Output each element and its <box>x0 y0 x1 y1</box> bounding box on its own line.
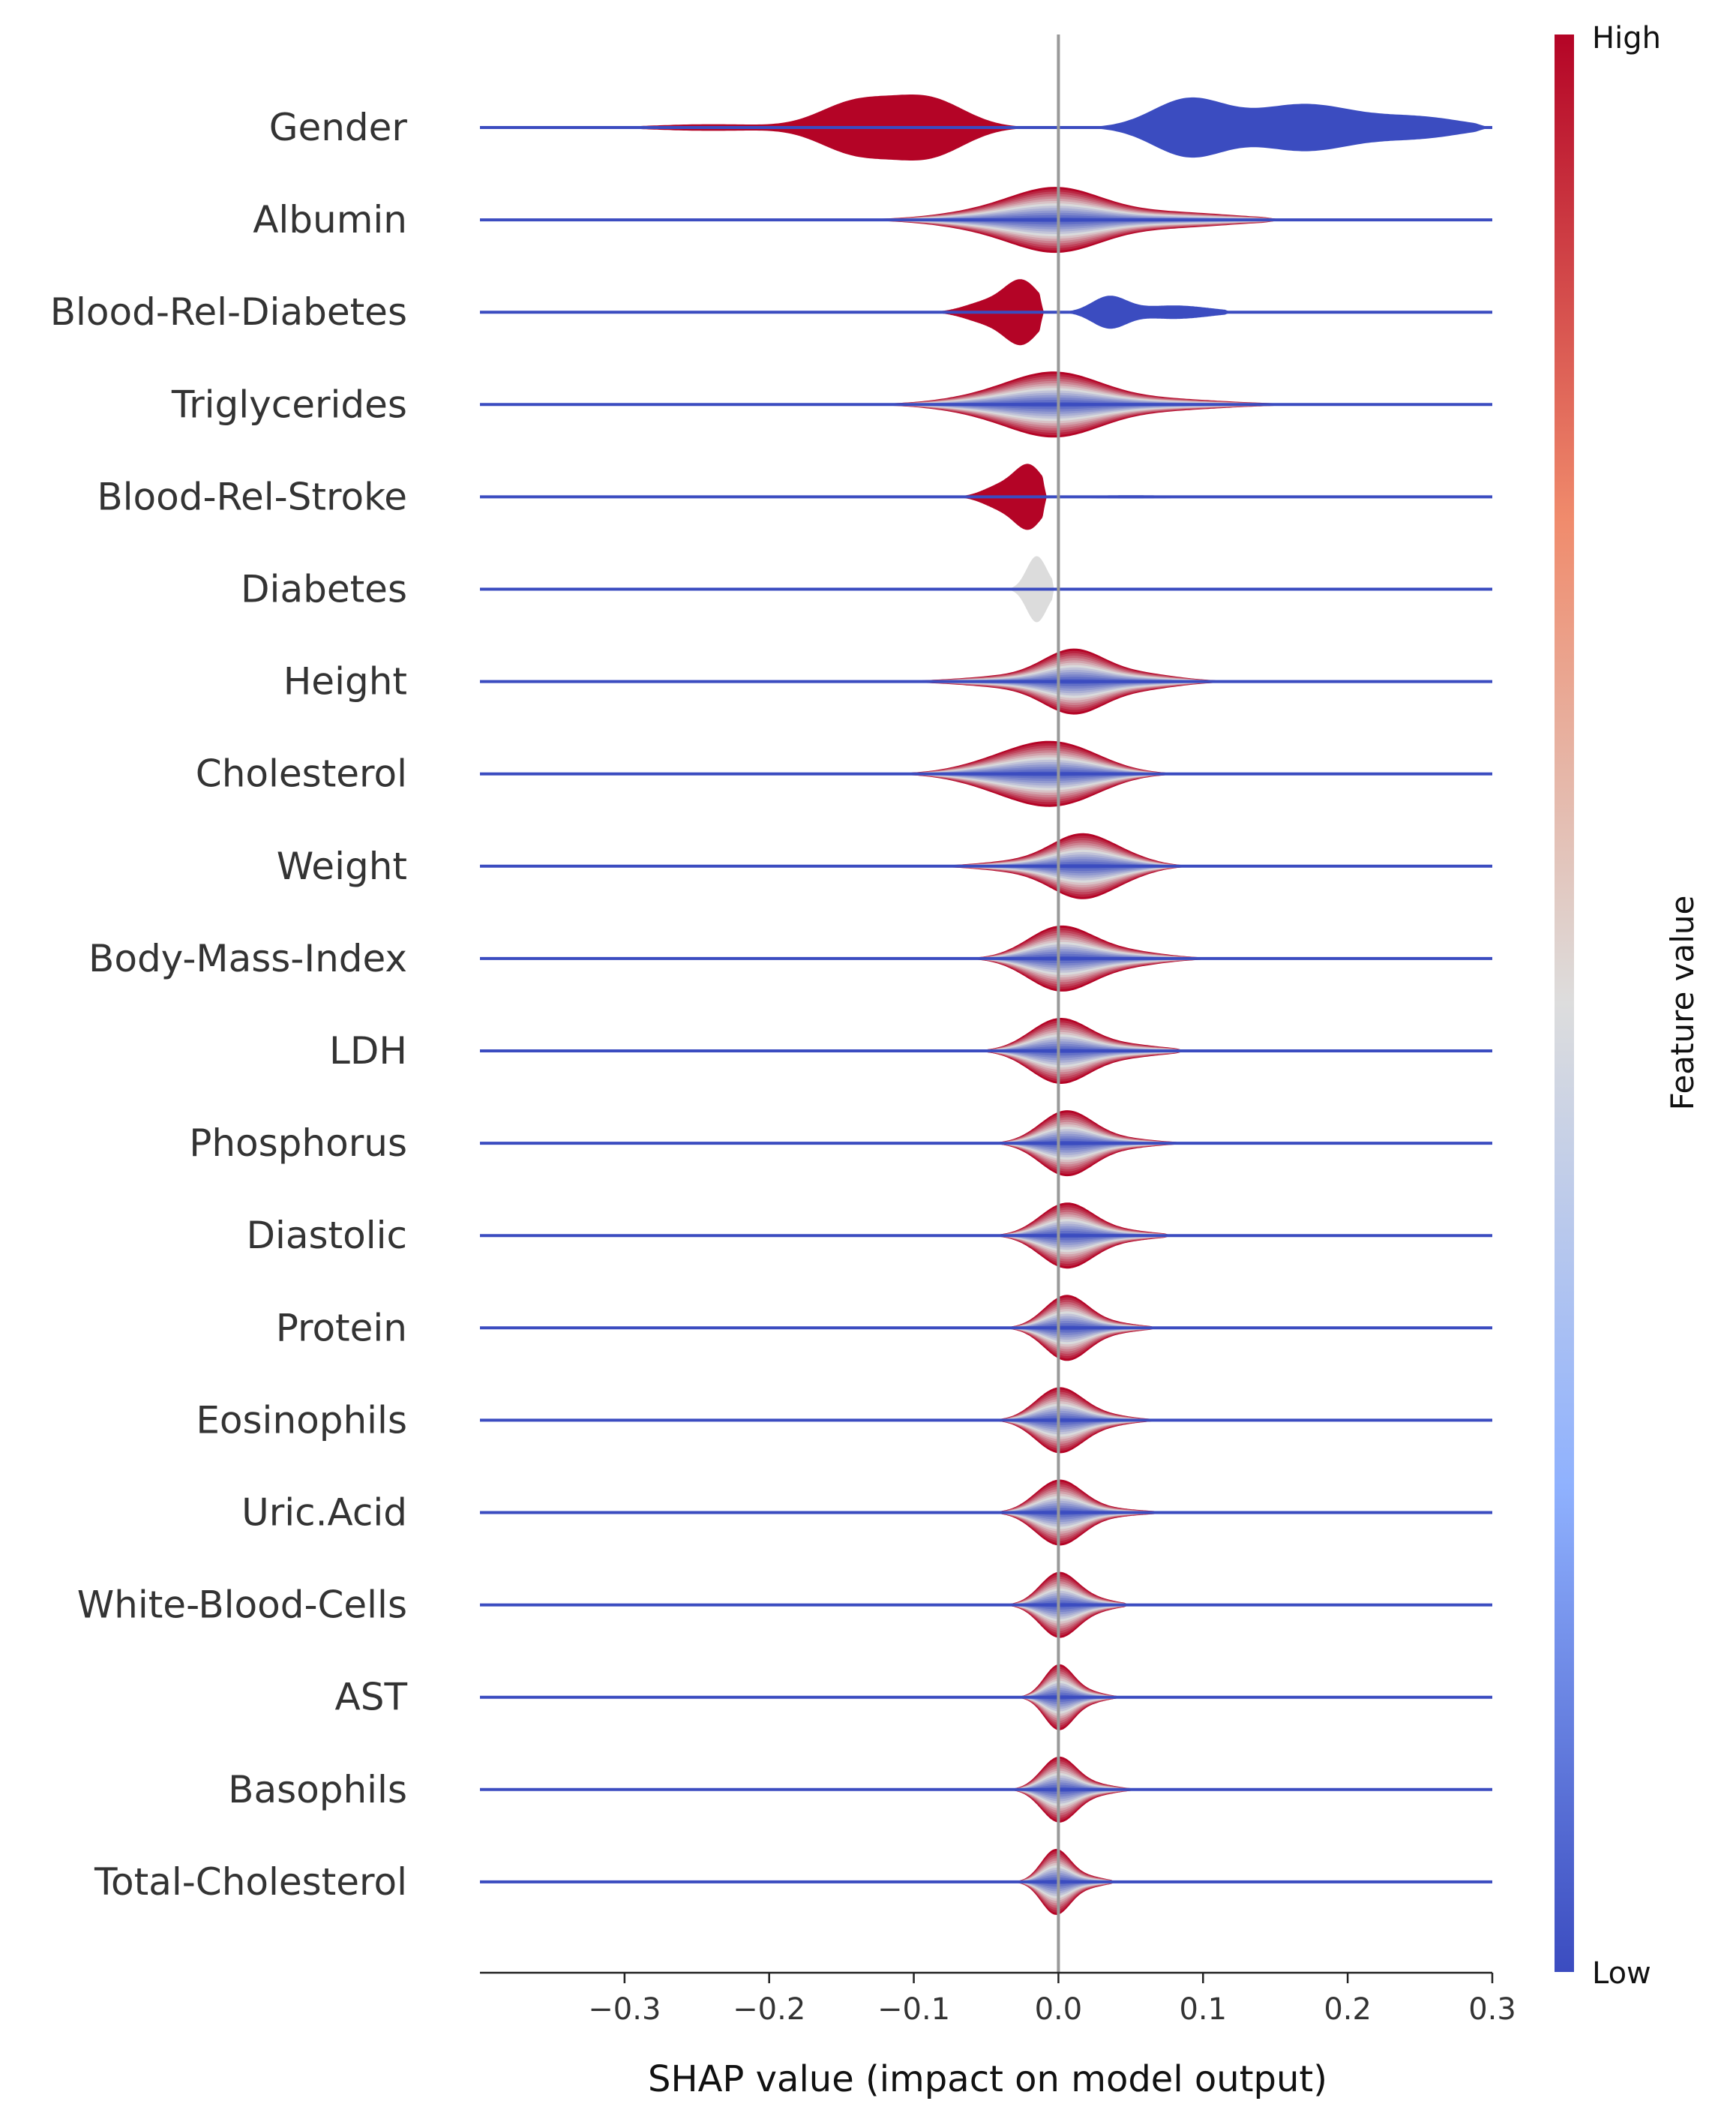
violin-eosinophils <box>480 1387 1492 1454</box>
feature-label: Basophils <box>228 1768 407 1811</box>
feature-label: AST <box>335 1676 408 1719</box>
x-tick-label: 0.1 <box>1179 1992 1227 2027</box>
feature-label: Uric.Acid <box>241 1491 407 1535</box>
colorbar-high-label: High <box>1592 21 1661 56</box>
violin-ast <box>480 1664 1492 1730</box>
violin-blood-rel-stroke <box>480 464 1492 530</box>
violin-basophils <box>480 1756 1492 1823</box>
violin-group <box>480 95 1492 1915</box>
violin-protein <box>480 1295 1492 1361</box>
x-tick-label: 0.2 <box>1324 1992 1372 2027</box>
violin-cholesterol <box>480 740 1492 807</box>
feature-label: Protein <box>276 1306 407 1349</box>
violin-diabetes <box>480 556 1492 623</box>
violin-blood-rel-diabetes <box>480 279 1492 346</box>
violin-uric-acid <box>480 1479 1492 1546</box>
feature-label: Blood-Rel-Diabetes <box>50 290 407 334</box>
violin-white-blood-cells <box>480 1571 1492 1638</box>
feature-label: Phosphorus <box>189 1121 407 1165</box>
x-tick-label: 0.3 <box>1468 1992 1516 2027</box>
x-axis: −0.3 −0.2 −0.1 0.0 0.1 0.2 0.3 <box>480 1971 1516 2027</box>
violin-ldh <box>480 1018 1492 1084</box>
x-tick-label: −0.2 <box>733 1992 805 2027</box>
colorbar-low-label: Low <box>1592 1956 1651 1991</box>
feature-label: Weight <box>277 845 407 888</box>
feature-labels: Gender Albumin Blood-Rel-Diabetes Triglycer… <box>50 106 408 1904</box>
x-tick-label: −0.1 <box>877 1992 950 2027</box>
x-tick-label: 0.0 <box>1035 1992 1083 2027</box>
feature-label: White-Blood-Cells <box>77 1583 407 1627</box>
violin-diastolic <box>480 1202 1492 1269</box>
feature-label: Albumin <box>253 198 407 242</box>
colorbar-title: Feature value <box>1664 896 1701 1111</box>
feature-label: Diastolic <box>246 1214 407 1257</box>
violin-gender <box>480 95 1492 161</box>
x-axis-label: SHAP value (impact on model output) <box>648 2058 1327 2100</box>
feature-label: Body-Mass-Index <box>88 937 407 980</box>
feature-label: Height <box>283 660 407 704</box>
x-tick-label: −0.3 <box>588 1992 661 2027</box>
feature-label: Blood-Rel-Stroke <box>97 475 407 518</box>
colorbar: High Low Feature value <box>1555 21 1701 1991</box>
feature-label: Eosinophils <box>196 1398 407 1442</box>
feature-label: Gender <box>269 106 408 149</box>
violin-phosphorus <box>480 1110 1492 1177</box>
violin-triglycerides <box>480 371 1492 438</box>
colorbar-gradient <box>1555 35 1574 1972</box>
violin-body-mass-index <box>480 925 1492 992</box>
feature-label: Total-Cholesterol <box>94 1860 407 1904</box>
violin-total-cholesterol <box>480 1848 1492 1915</box>
feature-label: Triglycerides <box>171 383 407 426</box>
feature-label: Cholesterol <box>196 752 407 796</box>
violin-albumin <box>480 187 1492 254</box>
violin-height <box>480 648 1492 715</box>
feature-label: Diabetes <box>241 568 407 611</box>
feature-label: LDH <box>329 1029 407 1073</box>
violin-weight <box>480 833 1492 899</box>
